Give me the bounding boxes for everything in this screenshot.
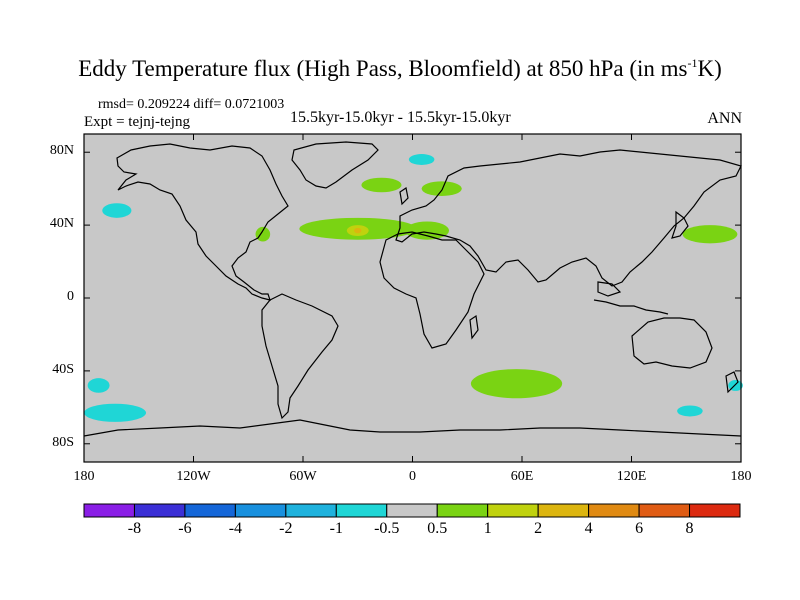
colorbar-swatch xyxy=(184,503,236,518)
x-tick-label: 0 xyxy=(409,469,416,484)
colorbar-swatch xyxy=(588,503,640,518)
x-tick-label: 60E xyxy=(510,469,534,484)
colorbar-swatch xyxy=(487,503,539,518)
colorbar-label: -6 xyxy=(178,520,192,537)
y-tick-label: 40S xyxy=(52,361,74,377)
colorbar-label: -8 xyxy=(127,520,142,537)
y-tick-label: 0 xyxy=(67,289,74,304)
colorbar-swatch xyxy=(83,503,135,518)
y-tick-label: 40N xyxy=(49,216,74,232)
x-tick-label: 180 xyxy=(73,469,95,484)
x-tick-label: 180 xyxy=(730,469,752,484)
anomaly-region xyxy=(682,225,738,244)
anomaly-region xyxy=(677,405,703,417)
anomaly-region xyxy=(408,154,435,165)
x-tick-label: 120E xyxy=(616,469,647,484)
colorbar-swatch xyxy=(537,503,590,518)
colorbar-swatch xyxy=(285,503,337,518)
anomaly-region xyxy=(84,403,147,422)
axis-ticks xyxy=(83,134,742,462)
map-background xyxy=(84,134,741,462)
colorbar-label: 8 xyxy=(685,520,694,537)
y-tick-label: 80S xyxy=(52,434,74,450)
stats-label: rmsd= 0.209224 diff= 0.0721003 xyxy=(98,97,285,112)
x-tick-label: 120W xyxy=(176,469,211,484)
colorbar-label: -4 xyxy=(228,520,243,537)
experiment-label: Expt = tejnj-tejng xyxy=(84,114,190,130)
colorbar-swatch xyxy=(689,503,741,518)
colorbar-swatch xyxy=(386,503,438,518)
anomaly-region xyxy=(421,181,462,196)
colorbar-swatch xyxy=(638,503,691,518)
colorbar-swatch xyxy=(133,503,186,518)
season-label: ANN xyxy=(707,110,742,127)
plot-title: Eddy Temperature flux (High Pass, Bloomf… xyxy=(78,56,722,81)
y-tick-label: 80N xyxy=(49,143,74,159)
anomaly-region xyxy=(405,221,449,240)
colorbar-label: 1 xyxy=(483,520,492,537)
colorbar-swatch xyxy=(436,503,489,518)
colorbar xyxy=(83,503,741,518)
anomaly-region xyxy=(354,227,362,234)
coastlines xyxy=(83,141,742,437)
anomaly-region xyxy=(361,177,402,193)
colorbar-label: 4 xyxy=(584,520,593,537)
colorbar-label: -1 xyxy=(329,520,343,537)
colorbar-label: -0.5 xyxy=(374,520,400,537)
anomaly-layer xyxy=(84,154,743,422)
anomaly-region xyxy=(470,369,563,399)
colorbar-label: 6 xyxy=(635,520,644,537)
anomaly-region xyxy=(87,378,110,393)
colorbar-label: 2 xyxy=(534,520,543,537)
anomaly-region xyxy=(255,226,271,242)
anomaly-region xyxy=(102,203,132,218)
colorbar-swatch xyxy=(234,503,287,518)
x-tick-label: 60W xyxy=(289,469,317,484)
colorbar-label: -2 xyxy=(279,520,293,537)
period-label: 15.5kyr-15.0kyr - 15.5kyr-15.0kyr xyxy=(290,109,511,126)
colorbar-swatch xyxy=(335,503,388,518)
colorbar-label: 0.5 xyxy=(427,520,448,537)
